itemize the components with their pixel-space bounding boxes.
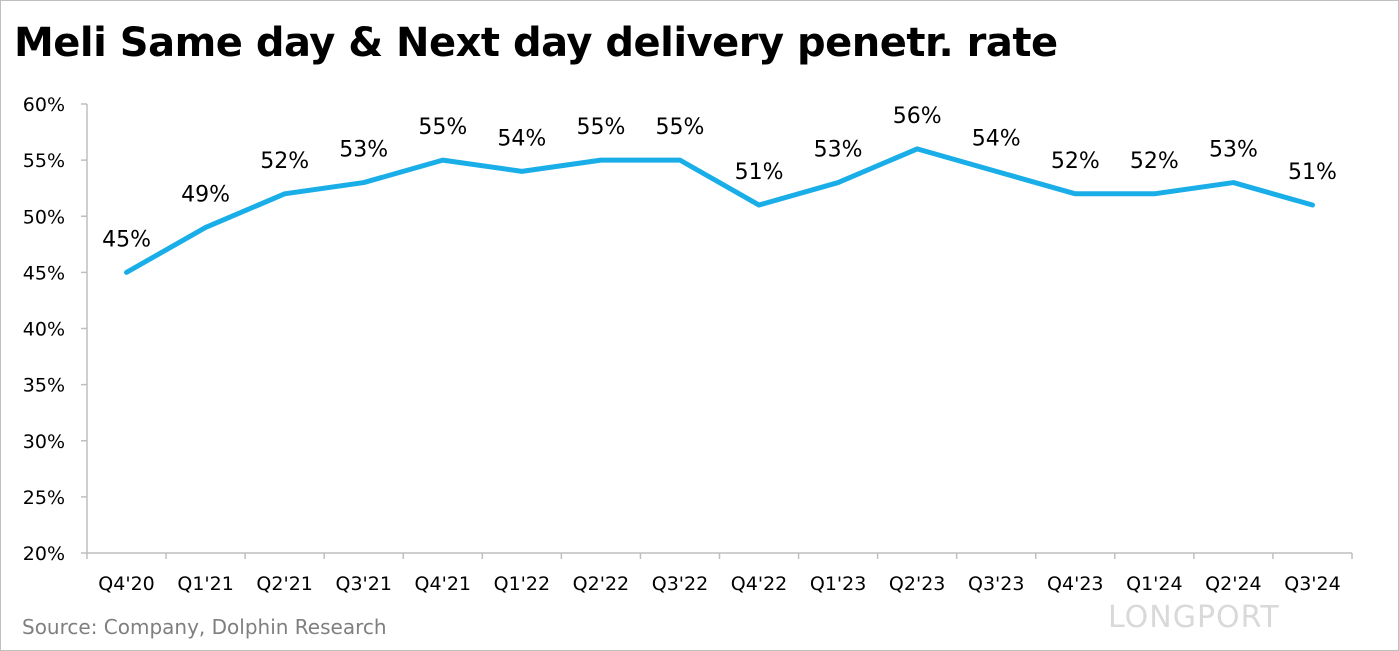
x-axis-ticks: Q4'20 Q1'21 Q2'21 Q3'21 Q4'21 Q1'22 Q2'22 Q3'22… [86, 553, 1353, 595]
data-label: 53% [814, 138, 863, 163]
data-label: 52% [1130, 149, 1179, 174]
x-tick-label: Q1'22 [494, 573, 550, 595]
x-tick-label: Q4'20 [98, 573, 154, 595]
data-label: 54% [497, 126, 546, 151]
x-tick-label: Q1'23 [810, 573, 866, 595]
data-labels: 45% 49% 52% 53% 55% 54% 55% 55% 51% 53% 56% 54% 52% 5… [102, 104, 1337, 252]
y-tick-label: 50% [23, 206, 65, 228]
watermark-text: LONGPORT [1108, 600, 1280, 635]
x-tick-label: Q2'24 [1205, 573, 1261, 595]
source-note: Source: Company, Dolphin Research [22, 615, 387, 639]
x-tick-label: Q4'22 [731, 573, 787, 595]
data-label: 52% [1051, 149, 1100, 174]
data-label: 56% [893, 104, 942, 129]
x-tick-label: Q3'23 [968, 573, 1024, 595]
x-tick-label: Q3'24 [1284, 573, 1340, 595]
x-tick-label: Q1'24 [1126, 573, 1182, 595]
data-label: 55% [418, 115, 467, 140]
data-label: 51% [735, 160, 784, 185]
y-axis-ticks: 20% 25% 30% 35% 40% 45% 50% 55% 60% [23, 94, 87, 565]
y-tick-label: 45% [23, 262, 65, 284]
y-tick-label: 55% [23, 150, 65, 172]
y-tick-label: 40% [23, 319, 65, 341]
data-label: 52% [260, 149, 309, 174]
x-tick-label: Q3'22 [652, 573, 708, 595]
series-layer [124, 146, 1315, 275]
x-tick-label: Q4'21 [415, 573, 471, 595]
data-label: 54% [972, 126, 1021, 151]
y-tick-label: 30% [23, 431, 65, 453]
data-label: 51% [1288, 160, 1337, 185]
y-tick-label: 60% [23, 94, 65, 116]
x-tick-label: Q3'21 [335, 573, 391, 595]
data-label: 45% [102, 227, 151, 252]
x-tick-label: Q4'23 [1047, 573, 1103, 595]
series-line [124, 146, 1315, 275]
data-label: 53% [1209, 138, 1258, 163]
y-tick-label: 25% [23, 487, 65, 509]
data-label: 55% [656, 115, 705, 140]
x-tick-label: Q1'21 [177, 573, 233, 595]
y-tick-label: 20% [23, 543, 65, 565]
x-tick-label: Q2'21 [256, 573, 312, 595]
x-tick-label: Q2'22 [573, 573, 629, 595]
y-tick-label: 35% [23, 375, 65, 397]
data-label: 53% [339, 138, 388, 163]
data-label: 55% [576, 115, 625, 140]
data-label: 49% [181, 182, 230, 207]
x-tick-label: Q2'23 [889, 573, 945, 595]
chart-title: Meli Same day & Next day delivery penetr… [14, 20, 1058, 66]
